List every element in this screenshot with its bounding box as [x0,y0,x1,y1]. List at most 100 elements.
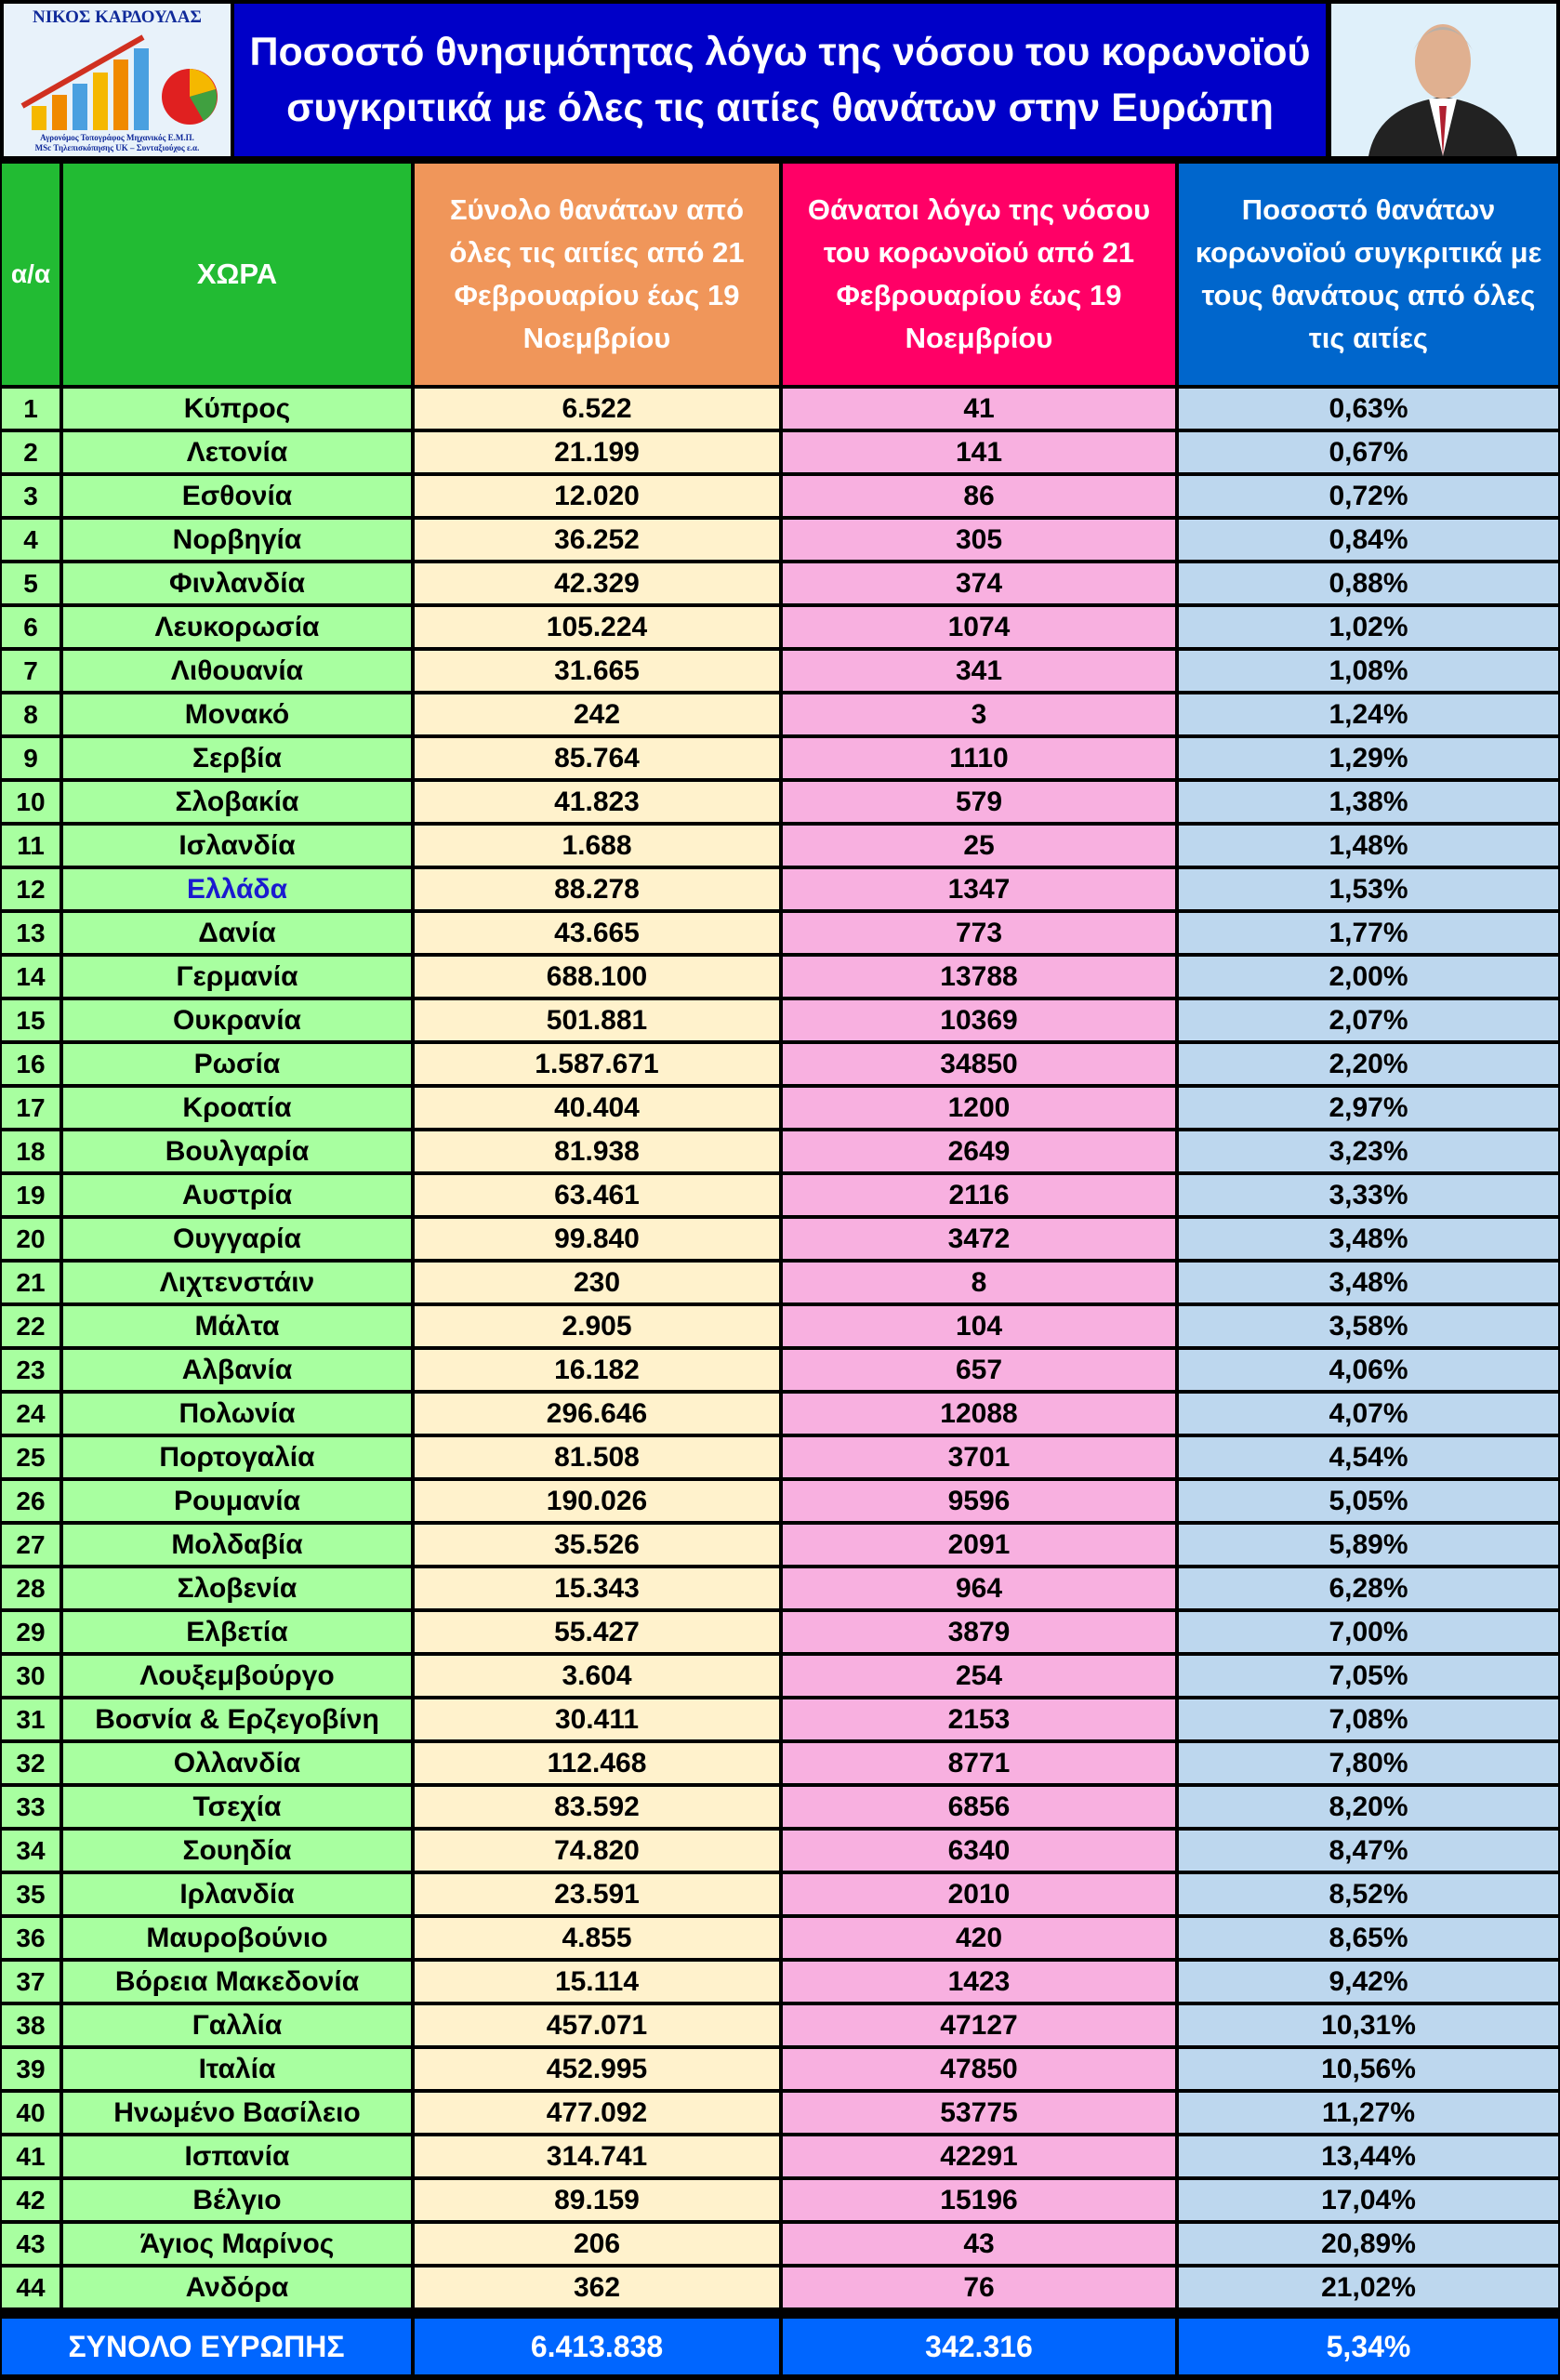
row-percentage: 3,48% [1179,1263,1558,1302]
row-index: 10 [2,782,59,822]
row-index: 33 [2,1787,59,1827]
row-country: Μάλτα [63,1306,411,1346]
row-covid-deaths: 41 [783,389,1175,429]
header-country: ΧΩΡΑ [63,164,411,385]
row-country: Μονακό [63,694,411,734]
row-percentage: 1,02% [1179,607,1558,647]
row-total-deaths: 85.764 [415,738,779,778]
row-index: 38 [2,2005,59,2045]
row-index: 1 [2,389,59,429]
row-country: Κροατία [63,1088,411,1128]
logo-subtitle: Αγρονόμος Τοπογράφος Μηχανικός Ε.Μ.Π. MSc… [4,133,231,153]
row-percentage: 8,20% [1179,1787,1558,1827]
row-total-deaths: 89.159 [415,2180,779,2220]
row-total-deaths: 63.461 [415,1175,779,1215]
author-photo [1331,4,1556,156]
row-total-deaths: 1.587.671 [415,1044,779,1084]
row-country: Δανία [63,913,411,953]
bar-chart-logo-icon [20,34,218,130]
row-percentage: 7,80% [1179,1743,1558,1783]
row-country: Ηνωμένο Βασίλειο [63,2093,411,2133]
row-index: 13 [2,913,59,953]
row-index: 32 [2,1743,59,1783]
logo-name: ΝΙΚΟΣ ΚΑΡΔΟΥΛΑΣ [33,7,202,27]
row-covid-deaths: 1074 [783,607,1175,647]
row-country: Κύπρος [63,389,411,429]
row-country: Ελλάδα [63,869,411,909]
row-covid-deaths: 2010 [783,1874,1175,1914]
row-country: Φινλανδία [63,563,411,603]
header-covid-deaths: Θάνατοι λόγω της νόσου του κορωνοϊού από… [783,164,1175,385]
mortality-table: α/α ΧΩΡΑ Σύνολο θανάτων από όλες τις αιτ… [2,164,1558,2307]
row-covid-deaths: 6856 [783,1787,1175,1827]
row-country: Λουξεμβούργο [63,1656,411,1696]
row-country: Ανδόρα [63,2268,411,2307]
row-covid-deaths: 141 [783,432,1175,472]
row-covid-deaths: 1347 [783,869,1175,909]
row-total-deaths: 457.071 [415,2005,779,2045]
row-index: 26 [2,1481,59,1521]
row-covid-deaths: 9596 [783,1481,1175,1521]
row-country: Ιρλανδία [63,1874,411,1914]
row-country: Σλοβακία [63,782,411,822]
row-covid-deaths: 15196 [783,2180,1175,2220]
logo-subtitle-line: Αγρονόμος Τοπογράφος Μηχανικός Ε.Μ.Π. [40,133,194,142]
row-percentage: 3,58% [1179,1306,1558,1346]
row-covid-deaths: 76 [783,2268,1175,2307]
row-total-deaths: 112.468 [415,1743,779,1783]
row-index: 37 [2,1962,59,2002]
row-covid-deaths: 2649 [783,1131,1175,1171]
row-country: Τσεχία [63,1787,411,1827]
row-total-deaths: 81.508 [415,1437,779,1477]
row-covid-deaths: 2091 [783,1525,1175,1565]
row-total-deaths: 99.840 [415,1219,779,1259]
row-percentage: 2,20% [1179,1044,1558,1084]
row-index: 24 [2,1394,59,1434]
row-index: 14 [2,957,59,997]
row-total-deaths: 23.591 [415,1874,779,1914]
row-country: Βόρεια Μακεδονία [63,1962,411,2002]
row-index: 25 [2,1437,59,1477]
row-covid-deaths: 8 [783,1263,1175,1302]
row-percentage: 3,33% [1179,1175,1558,1215]
row-percentage: 7,05% [1179,1656,1558,1696]
logo-subtitle-line: MSc Τηλεπισκόπησης UK – Συνταξιούχος ε.α… [34,143,200,152]
row-total-deaths: 12.020 [415,476,779,516]
row-percentage: 2,00% [1179,957,1558,997]
row-total-deaths: 230 [415,1263,779,1302]
row-percentage: 3,48% [1179,1219,1558,1259]
row-country: Γερμανία [63,957,411,997]
row-index: 36 [2,1918,59,1958]
row-country: Ουγγαρία [63,1219,411,1259]
row-index: 40 [2,2093,59,2133]
row-index: 17 [2,1088,59,1128]
row-total-deaths: 3.604 [415,1656,779,1696]
row-country: Αυστρία [63,1175,411,1215]
row-index: 23 [2,1350,59,1390]
logo: ΝΙΚΟΣ ΚΑΡΔΟΥΛΑΣ Αγρονόμος Τοπογράφος Μηχ… [4,4,231,156]
row-covid-deaths: 773 [783,913,1175,953]
row-index: 35 [2,1874,59,1914]
row-covid-deaths: 6340 [783,1831,1175,1871]
row-total-deaths: 40.404 [415,1088,779,1128]
row-covid-deaths: 1110 [783,738,1175,778]
row-country: Νορβηγία [63,520,411,560]
row-index: 29 [2,1612,59,1652]
row-covid-deaths: 341 [783,651,1175,691]
row-country: Λιχτενστάιν [63,1263,411,1302]
row-percentage: 13,44% [1179,2136,1558,2176]
row-percentage: 7,08% [1179,1699,1558,1739]
row-country: Αλβανία [63,1350,411,1390]
row-percentage: 6,28% [1179,1568,1558,1608]
row-covid-deaths: 1200 [783,1088,1175,1128]
row-percentage: 10,31% [1179,2005,1558,2045]
row-percentage: 4,07% [1179,1394,1558,1434]
row-covid-deaths: 1423 [783,1962,1175,2002]
total-all-deaths: 6.413.838 [415,2319,779,2374]
row-index: 18 [2,1131,59,1171]
row-covid-deaths: 53775 [783,2093,1175,2133]
row-total-deaths: 43.665 [415,913,779,953]
row-covid-deaths: 13788 [783,957,1175,997]
row-country: Λιθουανία [63,651,411,691]
row-index: 4 [2,520,59,560]
